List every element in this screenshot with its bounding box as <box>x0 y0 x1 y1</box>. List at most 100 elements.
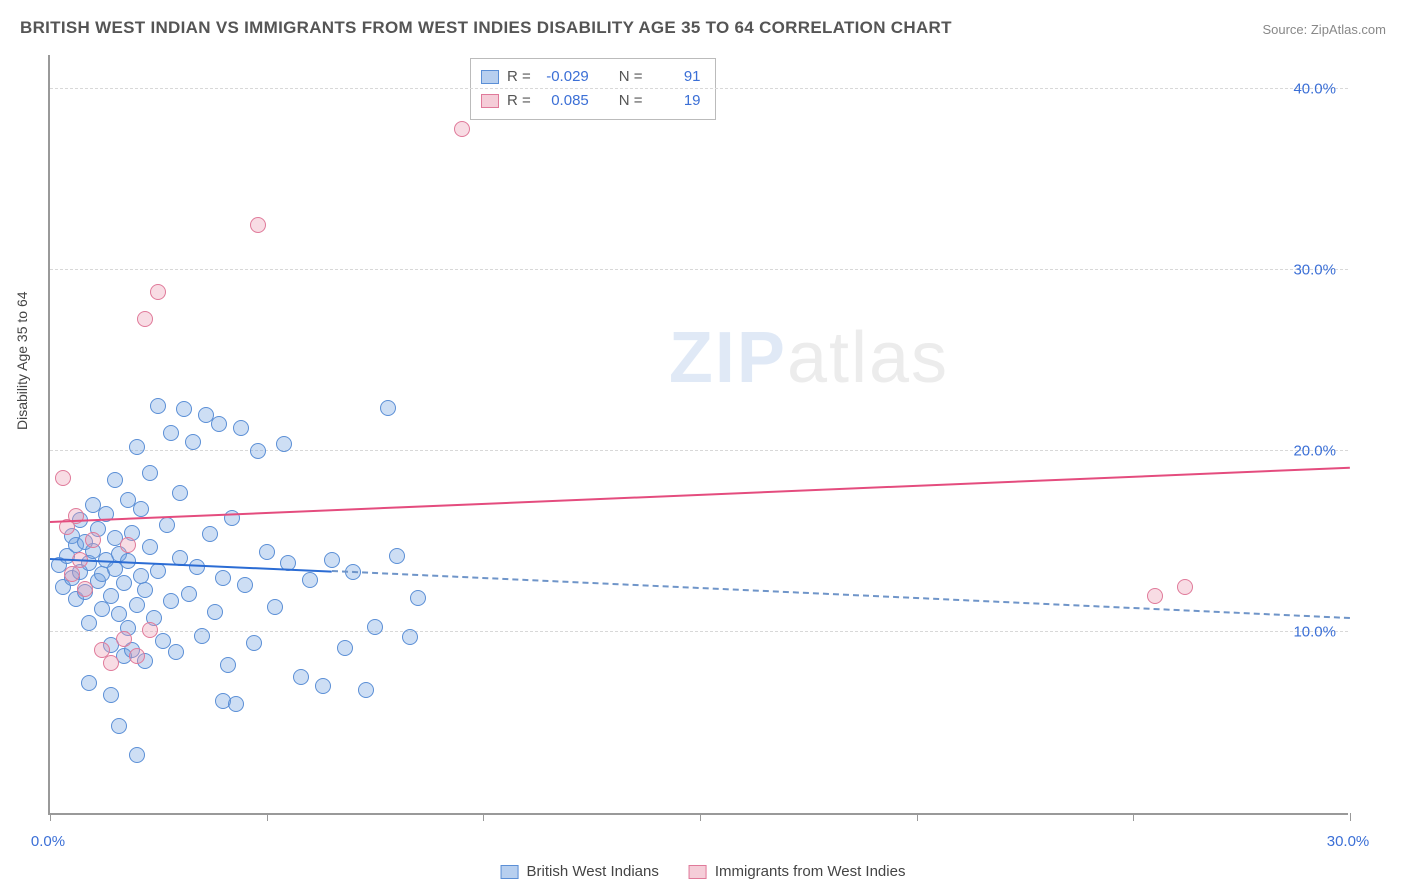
x-tick <box>267 813 268 821</box>
data-point-blue <box>142 465 158 481</box>
plot-area: ZIPatlas R = -0.029N = 91R = 0.085 N = 19… <box>48 55 1348 815</box>
x-tick-label: 0.0% <box>31 833 65 850</box>
stats-row: R = -0.029N = 91 <box>481 65 701 89</box>
data-point-blue <box>259 544 275 560</box>
data-point-blue <box>389 548 405 564</box>
data-point-pink <box>116 631 132 647</box>
legend-swatch-blue <box>501 865 519 879</box>
trend-line-blue_dashed <box>332 570 1350 619</box>
data-point-blue <box>315 678 331 694</box>
legend-swatch-pink <box>481 94 499 108</box>
data-point-blue <box>163 425 179 441</box>
data-point-pink <box>137 311 153 327</box>
data-point-pink <box>55 470 71 486</box>
data-point-pink <box>1147 588 1163 604</box>
data-point-blue <box>137 582 153 598</box>
gridline <box>50 88 1348 89</box>
data-point-blue <box>293 669 309 685</box>
x-tick <box>1350 813 1351 821</box>
data-point-blue <box>111 606 127 622</box>
chart-title: BRITISH WEST INDIAN VS IMMIGRANTS FROM W… <box>20 18 952 38</box>
gridline <box>50 450 1348 451</box>
data-point-pink <box>64 566 80 582</box>
x-tick <box>50 813 51 821</box>
watermark: ZIPatlas <box>669 317 949 399</box>
data-point-pink <box>1177 579 1193 595</box>
watermark-zip: ZIP <box>669 318 787 398</box>
data-point-blue <box>233 420 249 436</box>
x-tick <box>1133 813 1134 821</box>
legend-item-blue: British West Indians <box>501 863 659 880</box>
data-point-pink <box>150 284 166 300</box>
legend-label: Immigrants from West Indies <box>715 863 906 880</box>
data-point-blue <box>129 439 145 455</box>
data-point-blue <box>142 539 158 555</box>
data-point-blue <box>133 501 149 517</box>
source-name: ZipAtlas.com <box>1311 22 1386 37</box>
bottom-legend: British West Indians Immigrants from West… <box>501 863 906 880</box>
y-axis-label: Disability Age 35 to 64 <box>14 291 30 430</box>
x-tick <box>700 813 701 821</box>
data-point-pink <box>85 532 101 548</box>
data-point-blue <box>207 604 223 620</box>
legend-item-pink: Immigrants from West Indies <box>689 863 906 880</box>
data-point-blue <box>367 619 383 635</box>
y-tick-label: 40.0% <box>1293 81 1336 98</box>
stats-row: R = 0.085 N = 19 <box>481 89 701 113</box>
data-point-blue <box>276 436 292 452</box>
data-point-blue <box>81 675 97 691</box>
data-point-blue <box>176 401 192 417</box>
data-point-blue <box>410 590 426 606</box>
data-point-blue <box>116 575 132 591</box>
data-point-blue <box>211 416 227 432</box>
data-point-blue <box>159 517 175 533</box>
x-tick <box>483 813 484 821</box>
data-point-blue <box>163 593 179 609</box>
data-point-blue <box>302 572 318 588</box>
r-label: R = <box>507 89 531 113</box>
source-label: Source: <box>1262 22 1310 37</box>
data-point-blue <box>194 628 210 644</box>
data-point-blue <box>185 434 201 450</box>
data-point-pink <box>142 622 158 638</box>
data-point-blue <box>228 696 244 712</box>
data-point-blue <box>202 526 218 542</box>
y-tick-label: 10.0% <box>1293 624 1336 641</box>
data-point-blue <box>103 687 119 703</box>
data-point-blue <box>358 682 374 698</box>
data-point-blue <box>402 629 418 645</box>
data-point-blue <box>250 443 266 459</box>
legend-swatch-pink <box>689 865 707 879</box>
data-point-blue <box>129 597 145 613</box>
data-point-blue <box>237 577 253 593</box>
data-point-blue <box>107 472 123 488</box>
data-point-pink <box>77 581 93 597</box>
n-value: 19 <box>651 89 701 113</box>
legend-label: British West Indians <box>527 863 659 880</box>
trend-line-pink_solid <box>50 467 1350 523</box>
data-point-blue <box>81 615 97 631</box>
data-point-blue <box>150 398 166 414</box>
data-point-blue <box>168 644 184 660</box>
data-point-blue <box>111 718 127 734</box>
r-label: R = <box>507 65 531 89</box>
data-point-pink <box>129 648 145 664</box>
data-point-blue <box>267 599 283 615</box>
data-point-blue <box>220 657 236 673</box>
data-point-pink <box>250 217 266 233</box>
data-point-blue <box>215 570 231 586</box>
gridline <box>50 269 1348 270</box>
legend-swatch-blue <box>481 70 499 84</box>
x-tick <box>917 813 918 821</box>
y-tick-label: 20.0% <box>1293 443 1336 460</box>
n-label: N = <box>619 89 643 113</box>
data-point-blue <box>324 552 340 568</box>
data-point-blue <box>246 635 262 651</box>
n-value: 91 <box>651 65 701 89</box>
x-tick-label: 30.0% <box>1327 833 1370 850</box>
data-point-blue <box>103 588 119 604</box>
r-value: 0.085 <box>539 89 589 113</box>
data-point-blue <box>172 485 188 501</box>
r-value: -0.029 <box>539 65 589 89</box>
data-point-blue <box>181 586 197 602</box>
